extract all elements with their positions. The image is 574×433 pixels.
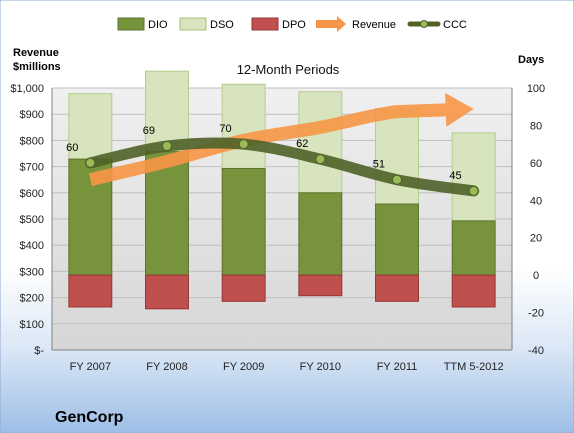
ccc-data-label: 69	[143, 125, 155, 137]
legend-dio-label: DIO	[148, 19, 168, 31]
left-tick-label: $200	[20, 293, 44, 305]
ccc-point	[468, 185, 479, 196]
legend-revenue-label: Revenue	[352, 19, 396, 31]
ccc-point	[392, 174, 402, 185]
ccc-data-label: 70	[219, 123, 231, 135]
legend-dso-label: DSO	[210, 19, 234, 31]
bar-dpo	[375, 274, 419, 302]
legend-revenue-arrow-icon	[316, 16, 346, 32]
right-tick-label: 40	[530, 195, 542, 207]
left-tick-label: $300	[20, 266, 44, 278]
bar-dio	[145, 151, 189, 276]
x-tick-label: FY 2009	[223, 361, 264, 373]
ccc-data-label: 62	[296, 138, 308, 150]
left-tick-label: $700	[20, 162, 44, 174]
bar-dso	[375, 108, 419, 205]
legend-ccc-marker	[420, 20, 428, 28]
left-tick-label: $900	[20, 109, 44, 121]
ccc-point	[85, 157, 96, 168]
revenue-trend-arrowhead	[445, 92, 474, 127]
left-tick-label: $-	[34, 345, 44, 357]
left-tick-label: $800	[20, 135, 44, 147]
ccc-data-label: 60	[66, 142, 78, 154]
legend-dpo-swatch	[251, 17, 279, 31]
left-tick-label: $400	[20, 240, 44, 252]
left-axis-label-line2: $millions	[13, 61, 61, 73]
right-axis-label: Days	[518, 54, 544, 66]
legend-ccc-label: CCC	[443, 19, 467, 31]
legend-dpo-label: DPO	[282, 19, 306, 31]
left-tick-label: $500	[20, 214, 44, 226]
x-axis-ticks: FY 2007 FY 2008 FY 2009 FY 2010 FY 2011 TTM 5…	[70, 361, 504, 373]
ccc-line-path	[84, 137, 480, 197]
right-tick-label: 60	[530, 158, 542, 170]
right-axis-ticks: 100 80 60 40 20 0 -20 -40	[527, 83, 545, 357]
ccc-data-label: 45	[449, 170, 461, 182]
bar-dpo	[145, 274, 189, 310]
left-tick-label: $100	[20, 319, 44, 331]
ccc-point	[162, 141, 172, 152]
bar-dio	[221, 167, 266, 276]
gridlines	[51, 87, 513, 351]
left-tick-label: $1,000	[10, 83, 44, 95]
left-axis-ticks: $1,000 $900 $800 $700 $600 $500 $400 $300 $200 $1…	[10, 83, 44, 357]
bar-dso	[451, 132, 496, 222]
bar-dio	[451, 220, 496, 276]
bar-dpo	[68, 274, 113, 308]
right-tick-label: -20	[528, 308, 544, 320]
bar-dso	[68, 93, 113, 160]
x-tick-label: FY 2010	[300, 361, 341, 373]
right-tick-label: 0	[533, 270, 539, 282]
right-tick-label: -40	[528, 345, 544, 357]
ccc-point	[238, 139, 249, 150]
chart-subtitle: 12-Month Periods	[237, 62, 340, 77]
x-tick-label: TTM 5-2012	[444, 361, 504, 373]
bar-dio	[375, 203, 419, 276]
legend: DIO DSO DPO Revenue CCC	[117, 16, 467, 32]
ccc-data-label: 51	[373, 159, 385, 171]
x-tick-label: FY 2008	[146, 361, 187, 373]
ccc-point	[315, 154, 326, 165]
left-tick-label: $600	[20, 188, 44, 200]
left-axis-label-line1: Revenue	[13, 47, 59, 59]
company-name: GenCorp	[55, 409, 124, 426]
bar-dpo	[221, 274, 266, 302]
x-tick-label: FY 2011	[377, 361, 418, 373]
legend-dio-swatch	[117, 17, 145, 31]
right-tick-label: 20	[530, 233, 542, 245]
right-tick-label: 100	[527, 83, 545, 95]
bar-dso	[145, 70, 189, 153]
x-tick-label: FY 2007	[70, 361, 111, 373]
bar-dpo	[298, 274, 343, 297]
bar-dso	[221, 83, 266, 169]
bar-dpo	[451, 274, 496, 308]
right-tick-label: 80	[530, 120, 542, 132]
ccc-line: 60 69 70 62 51 45	[66, 123, 480, 197]
legend-dso-swatch	[179, 17, 207, 31]
bars	[68, 70, 496, 310]
bar-dio	[298, 192, 343, 276]
